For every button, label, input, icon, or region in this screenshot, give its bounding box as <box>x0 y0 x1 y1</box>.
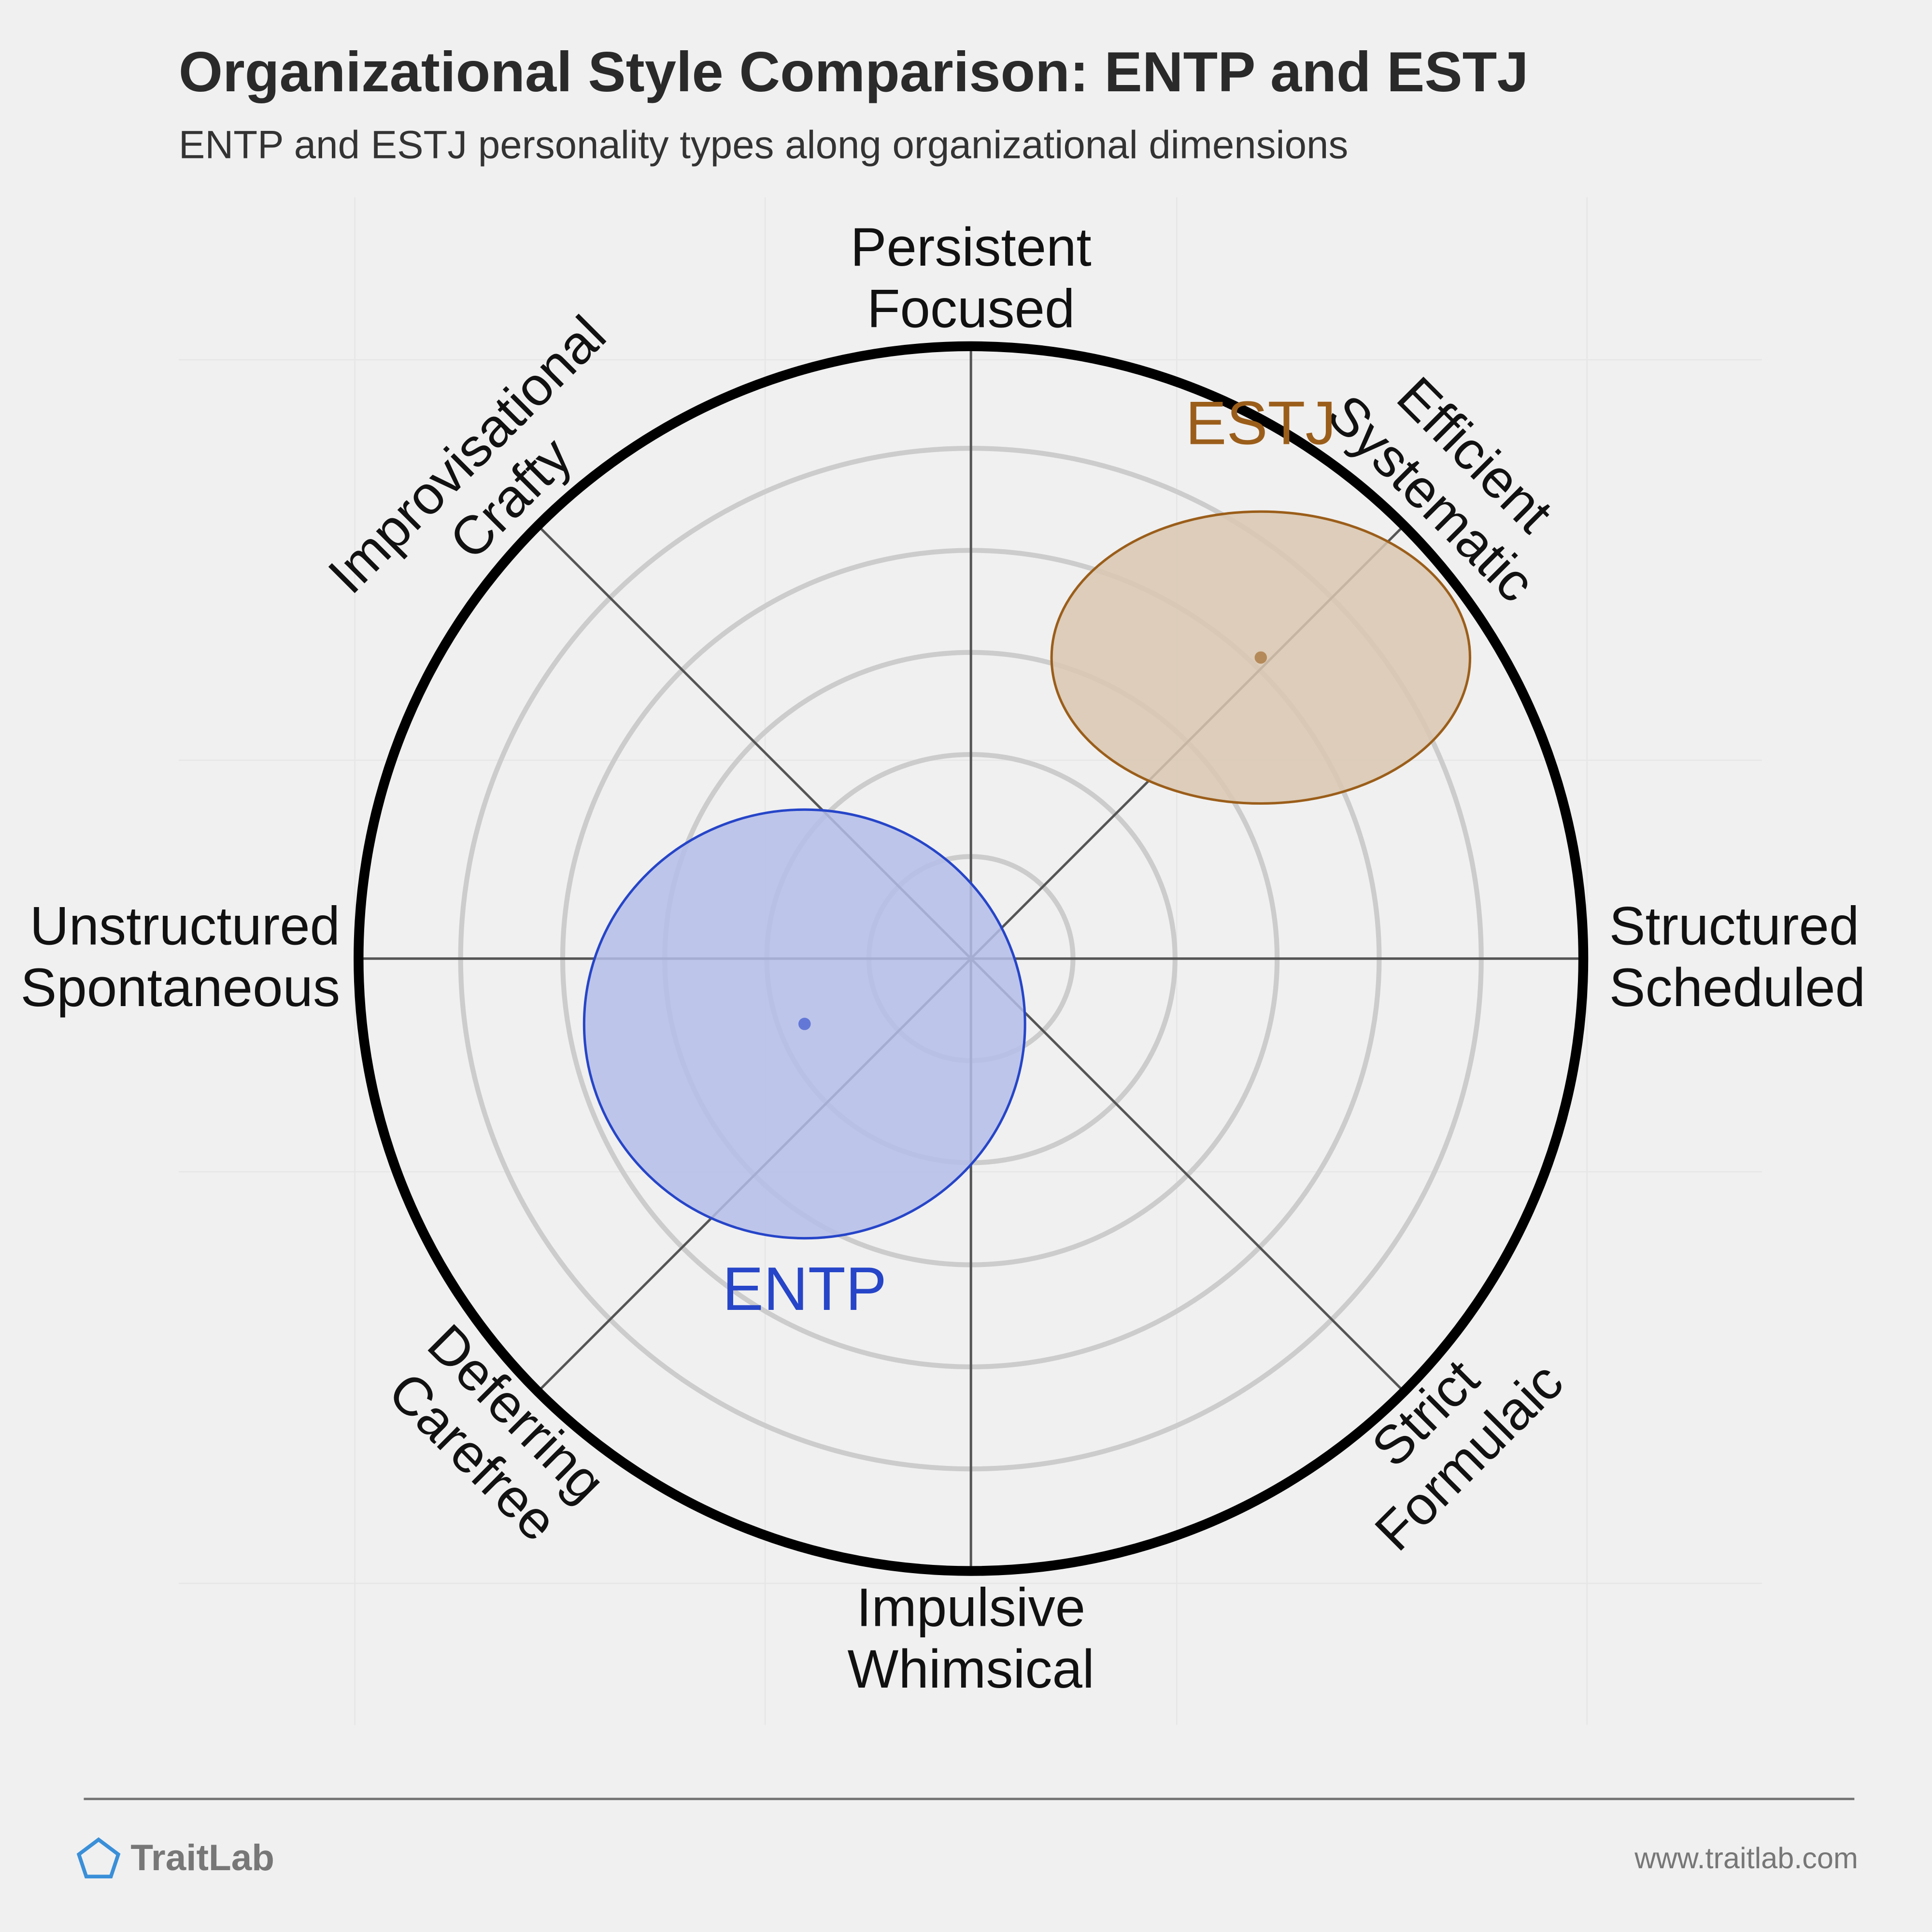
series-point <box>798 1018 811 1030</box>
axis-label: Focused <box>867 278 1075 339</box>
axis-label: Unstructured <box>30 895 340 956</box>
logo <box>76 1837 121 1879</box>
axis-label: Structured <box>1609 895 1860 956</box>
axis-label: Whimsical <box>848 1638 1094 1699</box>
chart-subtitle: ENTP and ESTJ personality types along or… <box>179 123 1348 167</box>
axis-label: Impulsive <box>856 1577 1085 1637</box>
chart-title: Organizational Style Comparison: ENTP an… <box>179 40 1529 103</box>
footer-url: www.traitlab.com <box>1634 1842 1858 1875</box>
outer-ring <box>354 341 1589 1576</box>
axis-label: Spontaneous <box>21 957 341 1018</box>
axis-label: Scheduled <box>1609 957 1865 1018</box>
series-point <box>1254 651 1267 664</box>
series-label: ESTJ <box>1185 389 1336 457</box>
axis-label: Persistent <box>851 216 1092 277</box>
brand: TraitLab <box>130 1837 274 1878</box>
series-label: ENTP <box>723 1255 887 1323</box>
